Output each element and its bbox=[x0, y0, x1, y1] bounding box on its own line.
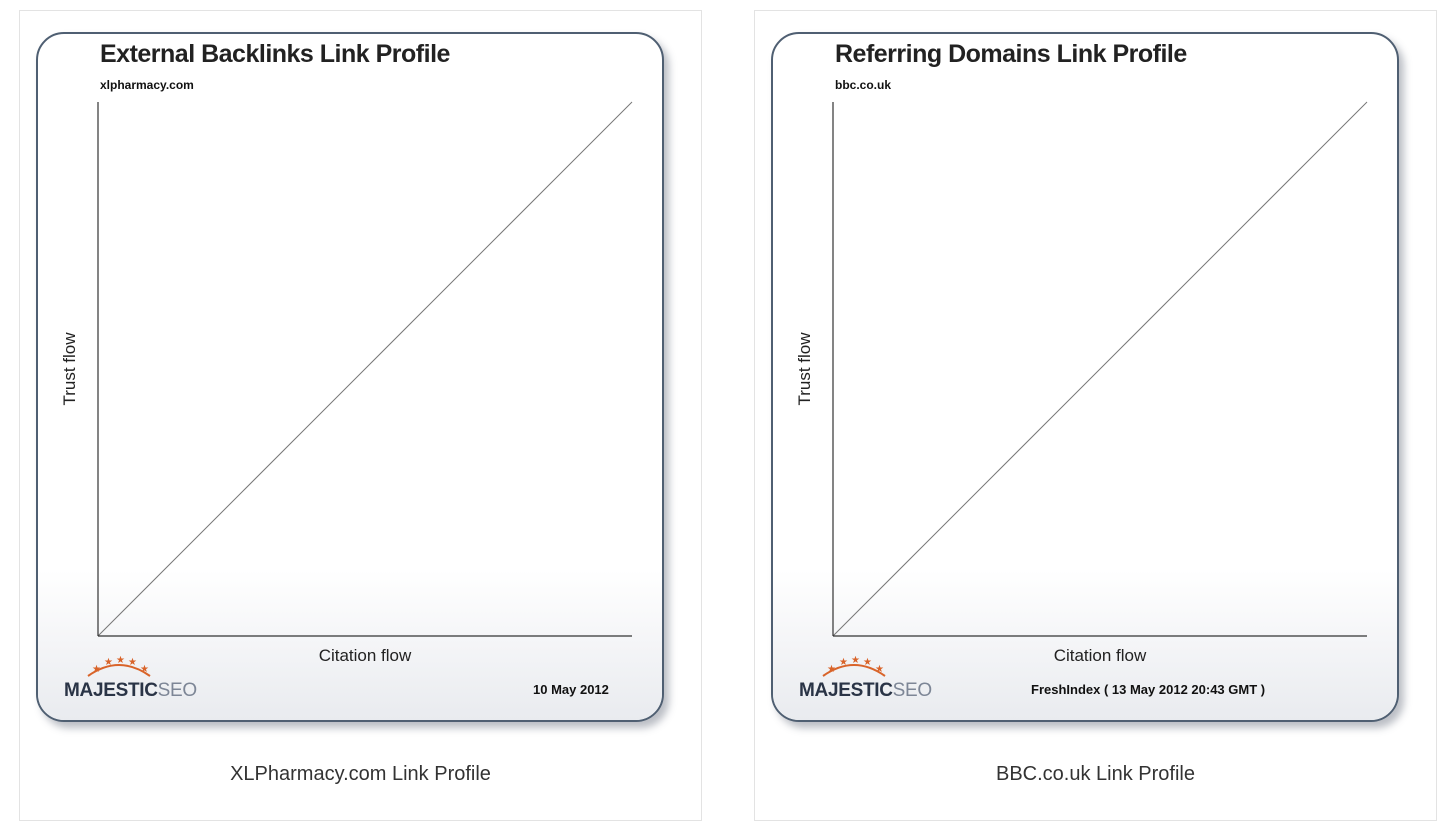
logo-text: MAJESTICSEO bbox=[799, 680, 932, 702]
scatter-plot bbox=[832, 101, 1368, 637]
y-axis-label: Trust flow bbox=[795, 332, 814, 406]
y-axis-label: Trust flow bbox=[60, 332, 79, 406]
figure-caption: BBC.co.uk Link Profile bbox=[996, 763, 1195, 785]
logo-text: MAJESTICSEO bbox=[64, 680, 197, 702]
svg-text:★: ★ bbox=[104, 657, 113, 668]
chart-subtitle: xlpharmacy.com bbox=[100, 78, 194, 92]
svg-text:★: ★ bbox=[839, 657, 848, 668]
svg-text:★: ★ bbox=[140, 664, 149, 675]
svg-text:★: ★ bbox=[128, 657, 137, 668]
logo-accent: SEO bbox=[892, 680, 933, 701]
chart-title: External Backlinks Link Profile bbox=[100, 40, 450, 68]
diagonal-reference-line bbox=[97, 101, 633, 637]
svg-text:★: ★ bbox=[92, 664, 101, 675]
x-axis-label: Citation flow bbox=[318, 646, 412, 665]
svg-text:★: ★ bbox=[863, 657, 872, 668]
majestic-seo-logo: ★ ★ ★ ★ ★ MAJESTICSEO bbox=[64, 656, 214, 702]
chart-index-info: FreshIndex ( 13 May 2012 20:43 GMT ) bbox=[1031, 682, 1266, 697]
figure-bbc: Referring Domains Link Profile bbc.co.uk… bbox=[754, 10, 1437, 821]
figure-xlpharmacy: External Backlinks Link Profile xlpharma… bbox=[19, 10, 702, 821]
svg-text:★: ★ bbox=[116, 656, 125, 666]
svg-text:★: ★ bbox=[875, 664, 884, 675]
chart-title: Referring Domains Link Profile bbox=[835, 40, 1187, 68]
star-arc-icon: ★ ★ ★ ★ ★ bbox=[822, 656, 886, 677]
chart-card: External Backlinks Link Profile xlpharma… bbox=[36, 32, 664, 722]
logo-accent: SEO bbox=[157, 680, 198, 701]
chart-card: Referring Domains Link Profile bbc.co.uk… bbox=[771, 32, 1399, 722]
figure-caption: XLPharmacy.com Link Profile bbox=[230, 763, 491, 785]
chart-subtitle: bbc.co.uk bbox=[835, 78, 892, 92]
svg-text:★: ★ bbox=[827, 664, 836, 675]
x-axis-label: Citation flow bbox=[1053, 646, 1147, 665]
star-arc-icon: ★ ★ ★ ★ ★ bbox=[87, 656, 151, 677]
card-gradient bbox=[38, 570, 662, 720]
logo-main: MAJESTIC bbox=[799, 680, 893, 701]
card-gradient bbox=[773, 570, 1397, 720]
diagonal-reference-line bbox=[832, 101, 1368, 637]
scatter-plot bbox=[97, 101, 633, 637]
chart-date: 10 May 2012 bbox=[533, 682, 609, 697]
logo-main: MAJESTIC bbox=[64, 680, 158, 701]
svg-text:★: ★ bbox=[851, 656, 860, 666]
majestic-seo-logo: ★ ★ ★ ★ ★ MAJESTICSEO bbox=[799, 656, 949, 702]
